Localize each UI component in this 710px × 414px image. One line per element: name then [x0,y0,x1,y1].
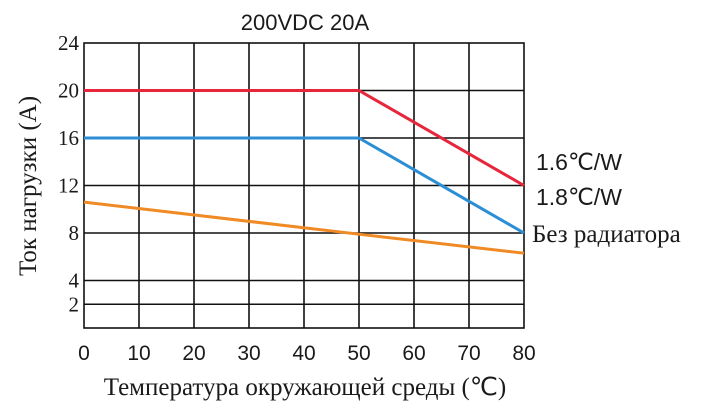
series-lines [83,89,525,255]
y-tick-label: 2 [69,292,80,316]
y-tick-label: 4 [69,269,80,293]
grid [84,43,524,328]
x-tick-label: 80 [512,342,535,365]
y-axis-label: Ток нагрузки (A) [15,96,42,276]
x-tick-label: 60 [402,342,425,365]
x-tick-labels: 0 10 20 30 40 50 60 70 80 [78,342,536,365]
x-tick-label: 20 [182,342,205,365]
x-tick-label: 30 [237,342,260,365]
series-label: 1.6℃/W [536,149,622,175]
series-label: 1.8℃/W [536,184,622,210]
series-labels: 1.6℃/W 1.8℃/W Без радиатора [532,149,681,248]
series-line [84,136,525,235]
series-line [84,89,525,187]
x-tick-label: 50 [347,342,370,365]
series-label: Без радиатора [532,221,681,248]
x-tick-label: 70 [457,342,480,365]
x-tick-label: 40 [292,342,315,365]
y-tick-label: 20 [58,79,79,103]
y-tick-labels: 24 8 12 16 20 24 [58,31,80,316]
series-line [83,200,525,255]
y-tick-label: 8 [69,221,80,245]
x-axis-label: Температура окружающей среды (℃) [104,374,506,401]
y-tick-label: 12 [58,174,79,198]
y-tick-label: 16 [58,126,79,150]
x-tick-label: 0 [78,342,90,365]
chart-title: 200VDC 20A [241,10,370,35]
x-tick-label: 10 [127,342,150,365]
y-tick-label: 24 [58,31,80,55]
